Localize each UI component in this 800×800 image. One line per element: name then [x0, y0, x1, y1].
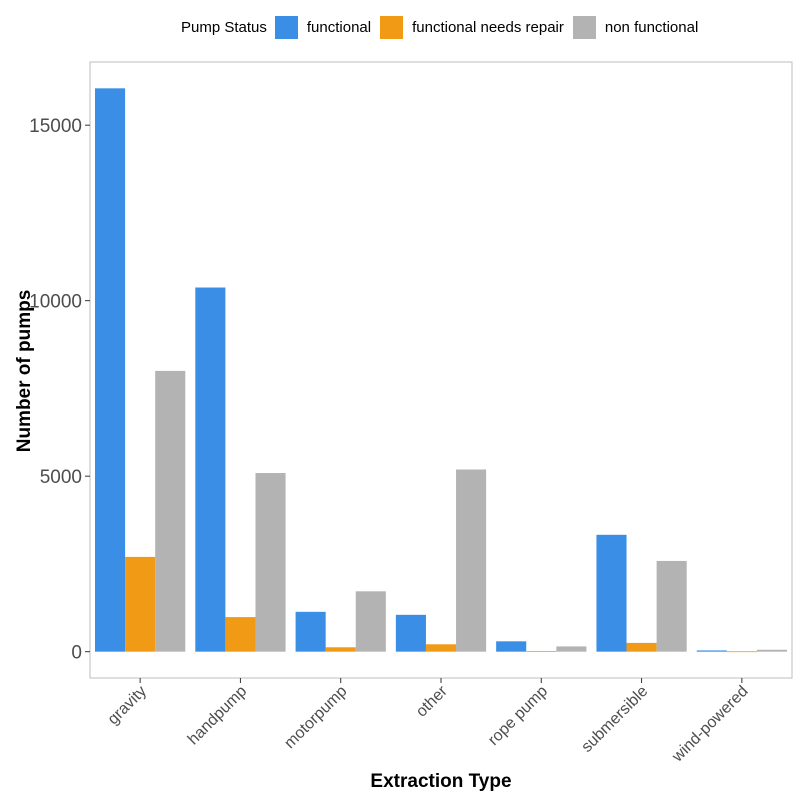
legend-label-non-functional: non functional — [604, 18, 699, 36]
bar-motorpump-functional-needs-repair — [325, 647, 356, 652]
bar-wind-powered-functional — [696, 650, 727, 652]
bar-handpump-functional — [195, 287, 226, 652]
x-tick-label-rope-pump: rope pump — [485, 683, 551, 749]
legend-label-functional: functional — [306, 18, 372, 36]
bar-handpump-non-functional — [255, 473, 286, 652]
bar-wind-powered-non-functional — [756, 649, 787, 652]
y-tick-label: 10000 — [29, 292, 82, 313]
bar-gravity-functional-needs-repair — [125, 556, 156, 652]
bar-gravity-non-functional — [155, 370, 186, 652]
legend-swatch-non-functional — [572, 15, 596, 39]
bar-other-non-functional — [456, 469, 487, 652]
legend-swatch-functional-needs-repair — [380, 15, 404, 39]
bar-submersible-functional — [596, 534, 627, 652]
y-axis-title: Number of pumps — [14, 289, 35, 453]
legend-item-functional-needs-repair: functional needs repair — [380, 15, 564, 39]
x-tick-label-handpump: handpump — [185, 683, 251, 749]
bar-other-functional-needs-repair — [425, 644, 457, 652]
bar-rope-pump-non-functional — [556, 646, 587, 652]
x-tick-label-submersible: submersible — [578, 683, 651, 756]
y-tick-label: 15000 — [29, 116, 82, 137]
bar-submersible-non-functional — [656, 560, 687, 652]
x-tick-label-motorpump: motorpump — [281, 683, 350, 752]
bar-submersible-functional-needs-repair — [626, 642, 657, 652]
legend-item-functional: functional — [274, 15, 372, 39]
legend-title: Pump Status — [181, 18, 267, 36]
y-tick-label: 0 — [71, 643, 82, 664]
bar-wind-powered-functional-needs-repair — [726, 651, 757, 653]
legend: Pump Status functional functional needs … — [181, 15, 707, 39]
legend-label-functional-needs-repair: functional needs repair — [412, 18, 564, 36]
legend-swatch-functional — [274, 15, 298, 39]
bar-other-functional — [395, 614, 426, 652]
bar-motorpump-non-functional — [355, 591, 386, 652]
legend-item-non-functional: non functional — [572, 15, 699, 39]
bar-handpump-functional-needs-repair — [225, 617, 256, 652]
bar-motorpump-functional — [295, 611, 326, 652]
x-axis-title: Extraction Type — [370, 771, 512, 792]
bar-rope-pump-functional — [496, 641, 527, 652]
bar-gravity-functional — [95, 88, 126, 652]
x-tick-label-other: other — [413, 682, 451, 720]
x-tick-label-gravity: gravity — [105, 683, 150, 728]
x-tick-label-wind-powered: wind-powered — [669, 683, 752, 766]
y-tick-label: 5000 — [40, 467, 82, 488]
bar-rope-pump-functional-needs-repair — [526, 650, 557, 652]
